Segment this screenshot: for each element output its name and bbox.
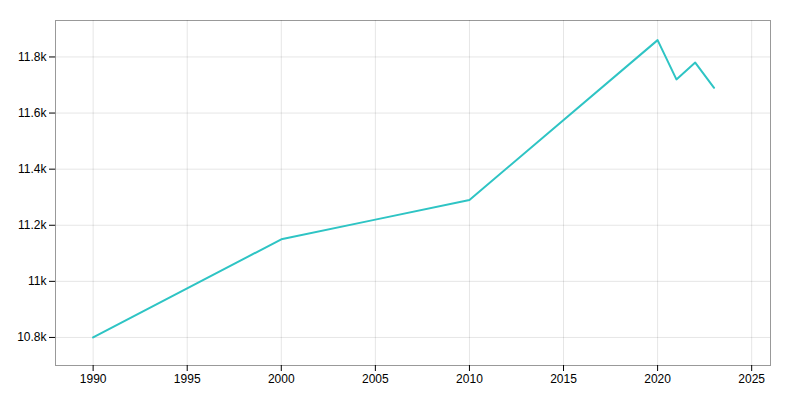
svg-text:11.4k: 11.4k — [18, 162, 47, 176]
svg-text:11k: 11k — [28, 274, 47, 288]
svg-text:11.8k: 11.8k — [18, 50, 47, 64]
svg-text:2000: 2000 — [268, 372, 295, 386]
svg-text:11.2k: 11.2k — [18, 218, 47, 232]
svg-text:2020: 2020 — [644, 372, 671, 386]
svg-text:1990: 1990 — [80, 372, 107, 386]
svg-text:1995: 1995 — [174, 372, 201, 386]
svg-text:2010: 2010 — [456, 372, 483, 386]
svg-text:11.6k: 11.6k — [18, 106, 47, 120]
svg-text:2015: 2015 — [550, 372, 577, 386]
svg-text:10.8k: 10.8k — [17, 330, 47, 344]
svg-text:2025: 2025 — [738, 372, 765, 386]
svg-text:2005: 2005 — [362, 372, 389, 386]
